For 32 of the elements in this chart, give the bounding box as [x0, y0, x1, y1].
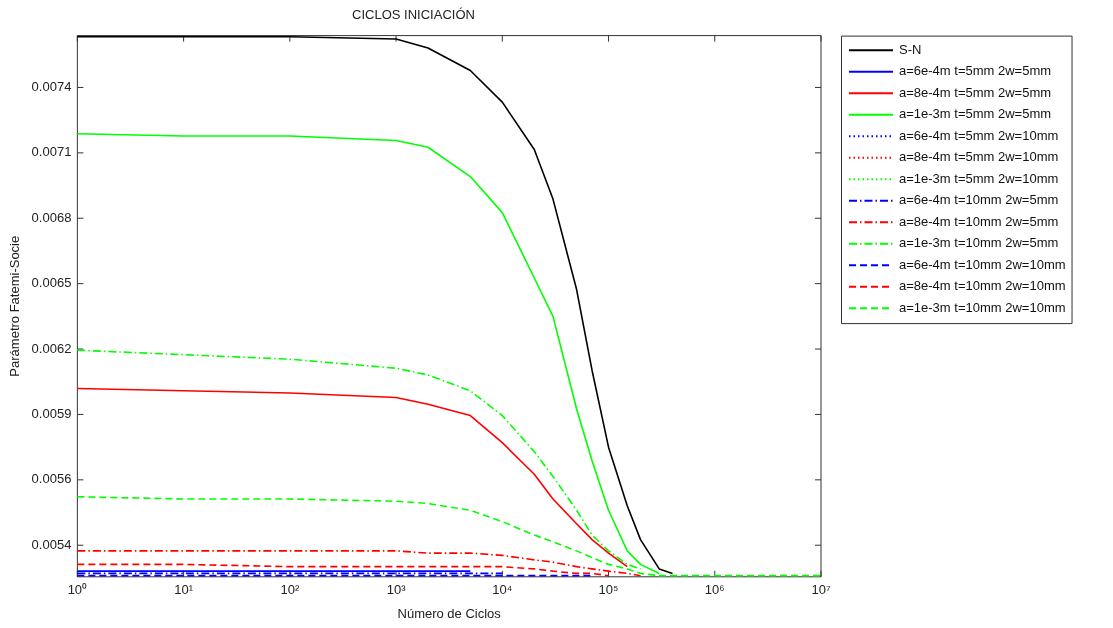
- x-axis-title: Número de Ciclos: [397, 605, 502, 621]
- legend-label: a=1e-3m t=10mm 2w=5mm: [899, 235, 1059, 251]
- y-tick-label: 0.0059: [31, 406, 72, 422]
- x-tick-label: 10¹: [174, 582, 194, 598]
- chart-title: CICLOS INICIACIÓN: [352, 7, 475, 23]
- legend-label: a=6e-4m t=5mm 2w=5mm: [899, 63, 1052, 79]
- y-tick-label: 0.0062: [31, 340, 72, 356]
- y-tick-label: 0.0065: [31, 275, 72, 291]
- legend-label: a=1e-3m t=5mm 2w=10mm: [899, 170, 1059, 186]
- legend-label: a=1e-3m t=5mm 2w=5mm: [899, 106, 1052, 122]
- y-tick-label: 0.0056: [31, 471, 72, 487]
- legend-label: S-N: [899, 41, 922, 57]
- legend-label: a=8e-4m t=5mm 2w=5mm: [899, 84, 1052, 100]
- y-tick-label: 0.0054: [31, 536, 72, 552]
- x-tick-label: 10³: [386, 582, 407, 598]
- x-tick-label: 10⁰: [67, 582, 88, 598]
- y-tick-label: 0.0068: [31, 209, 72, 225]
- legend-label: a=8e-4m t=10mm 2w=5mm: [899, 213, 1059, 229]
- x-tick-label: 10⁴: [492, 582, 513, 598]
- legend-label: a=8e-4m t=5mm 2w=10mm: [899, 149, 1059, 165]
- x-tick-label: 10⁶: [704, 582, 725, 598]
- x-tick-label: 10⁷: [811, 582, 831, 598]
- legend-label: a=6e-4m t=10mm 2w=5mm: [899, 192, 1059, 208]
- x-tick-label: 10⁵: [598, 582, 619, 598]
- y-axis-title: Parámetro Fatemi-Socie: [7, 235, 23, 377]
- legend-label: a=6e-4m t=5mm 2w=10mm: [899, 127, 1059, 143]
- legend-label: a=1e-3m t=10mm 2w=10mm: [899, 299, 1066, 315]
- x-tick-label: 10²: [280, 582, 300, 598]
- legend-label: a=8e-4m t=10mm 2w=10mm: [899, 278, 1066, 294]
- y-tick-label: 0.0074: [31, 79, 72, 95]
- y-tick-label: 0.0071: [31, 144, 72, 160]
- legend-label: a=6e-4m t=10mm 2w=10mm: [899, 256, 1066, 272]
